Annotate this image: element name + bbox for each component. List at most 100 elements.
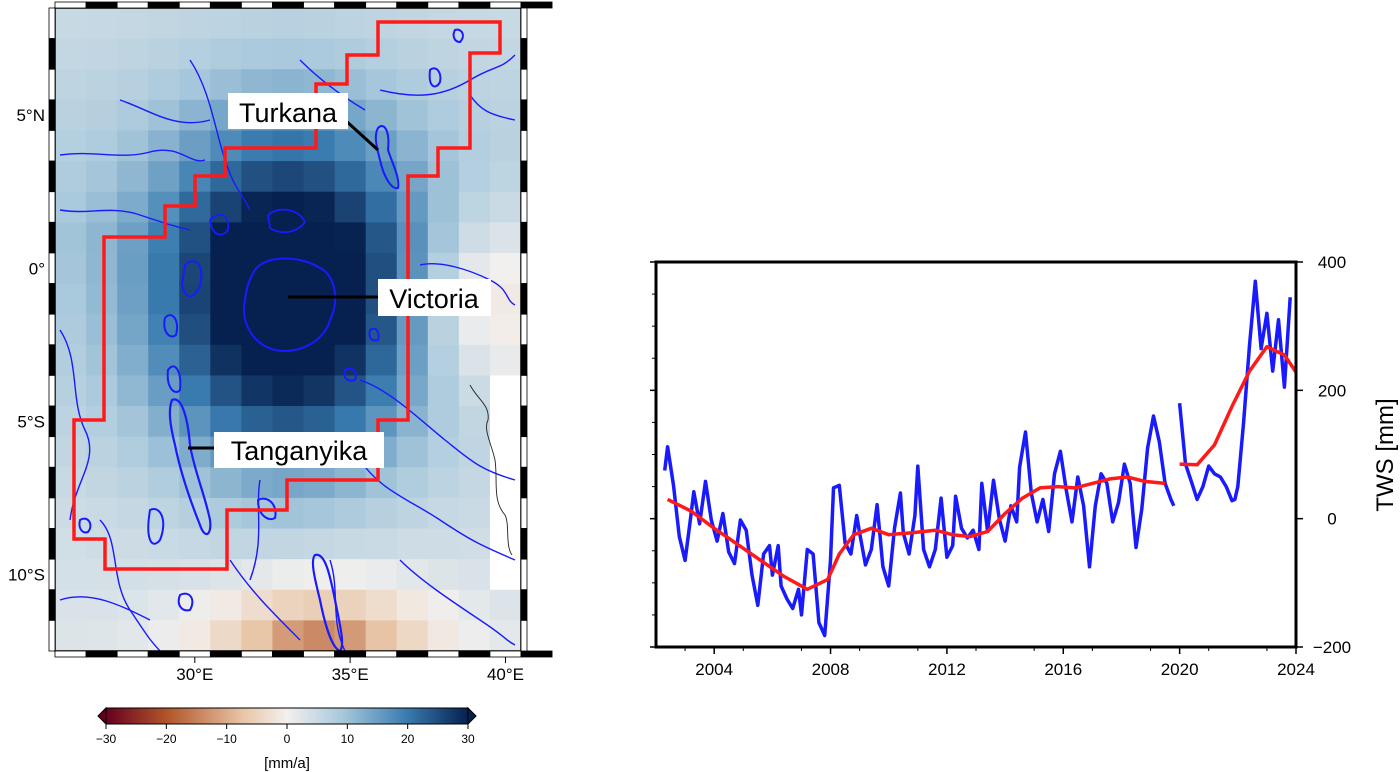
frame-check	[272, 1, 304, 9]
trend-cell	[241, 130, 274, 162]
frame-check	[489, 1, 522, 9]
frame-check	[116, 650, 149, 658]
trend-cell	[179, 436, 211, 468]
trend-cell	[458, 344, 491, 377]
frame-check	[48, 497, 56, 529]
trend-cell	[334, 559, 367, 591]
frame-check	[240, 650, 273, 658]
trend-cell	[179, 589, 211, 621]
trend-cell	[117, 344, 149, 377]
trend-cell	[86, 99, 118, 132]
plot-frame	[654, 260, 1298, 649]
trend-cell	[272, 589, 305, 621]
trend-cell	[427, 99, 460, 132]
trend-cell	[241, 8, 274, 40]
frame-check	[85, 650, 118, 658]
trend-cell	[365, 191, 398, 223]
trend-cell	[86, 283, 118, 315]
trend-cell	[334, 191, 367, 223]
frame-check	[48, 38, 56, 70]
trend-cell	[55, 314, 87, 346]
lat-tick-label: 10°S	[8, 565, 45, 584]
trend-cell	[86, 161, 118, 193]
frame-check	[427, 1, 460, 9]
colorbar-tick-label: −20	[156, 732, 177, 746]
trend-cell	[427, 222, 460, 254]
trend-cell	[272, 314, 305, 346]
frame-check	[520, 191, 528, 223]
trend-cell	[210, 283, 242, 315]
trend-cell	[241, 222, 274, 254]
frame-check	[520, 221, 528, 254]
frame-check	[209, 650, 242, 658]
frame-check	[520, 344, 528, 376]
basin-outline	[72, 20, 502, 571]
trend-cell	[396, 528, 429, 560]
trend-cell	[303, 191, 336, 223]
trend-cell	[303, 38, 336, 70]
trend-cell	[458, 375, 491, 407]
frame-check	[520, 589, 528, 621]
trend-cell	[396, 38, 429, 70]
frame-check	[116, 1, 149, 9]
trend-cell	[427, 191, 460, 223]
trend-cell	[489, 497, 521, 530]
trend-cell	[117, 620, 149, 651]
trend-cell	[396, 252, 429, 285]
trend-cell	[489, 589, 521, 621]
trend-cell	[272, 620, 305, 651]
colorbar-tick-label: 10	[341, 732, 355, 746]
frame-check	[334, 650, 367, 658]
trend-cell	[148, 620, 180, 651]
trend-cell	[117, 406, 149, 438]
trend-cell	[303, 8, 336, 40]
trend-cell	[365, 559, 398, 591]
trend-cell	[489, 69, 521, 101]
frame-check	[48, 160, 56, 193]
trend-cell	[272, 161, 305, 193]
trend-cell	[86, 620, 118, 651]
lake-label-turkana: Turkana	[228, 93, 348, 129]
frame-check	[396, 1, 429, 9]
frame-check	[48, 589, 56, 621]
frame-check	[520, 1, 553, 9]
trend-cell	[396, 589, 429, 621]
rivers-and-lakes	[59, 28, 516, 651]
trend-cell	[86, 589, 118, 621]
colorbar-tick-label: 0	[284, 732, 291, 746]
trend-cell	[365, 620, 398, 651]
frame-check	[520, 7, 528, 40]
frame-check	[48, 7, 56, 40]
trend-cell	[179, 8, 211, 40]
trend-cell	[489, 252, 521, 285]
trend-cell	[179, 283, 211, 315]
trend-cell	[241, 344, 274, 377]
trend-cell	[55, 222, 87, 254]
trend-cell	[210, 620, 242, 651]
frame-check	[520, 497, 528, 529]
trend-cell	[489, 620, 521, 651]
frame-check	[520, 38, 528, 70]
trend-cell	[458, 406, 491, 438]
trend-cell	[148, 283, 180, 315]
trend-cell	[241, 283, 274, 315]
trend-cell	[55, 69, 87, 101]
frame-check	[334, 1, 367, 9]
trend-cell	[427, 314, 460, 346]
tws-smoothed-line	[666, 475, 1166, 592]
tws-monthly-line	[662, 414, 1176, 638]
svg-text:Turkana: Turkana	[239, 98, 338, 128]
lat-tick-label: 5°N	[16, 106, 45, 125]
frame-check	[520, 466, 528, 499]
trend-cell	[365, 222, 398, 254]
trend-cell	[489, 283, 521, 315]
trend-cell	[241, 620, 274, 651]
trend-cell	[117, 69, 149, 101]
frame-check	[520, 558, 528, 591]
y-tick-label: 400	[1318, 253, 1346, 272]
trend-cell	[272, 559, 305, 591]
trend-cell	[458, 161, 491, 193]
trend-cell	[55, 528, 87, 560]
trend-cell	[241, 161, 274, 193]
trend-cell	[458, 559, 491, 591]
